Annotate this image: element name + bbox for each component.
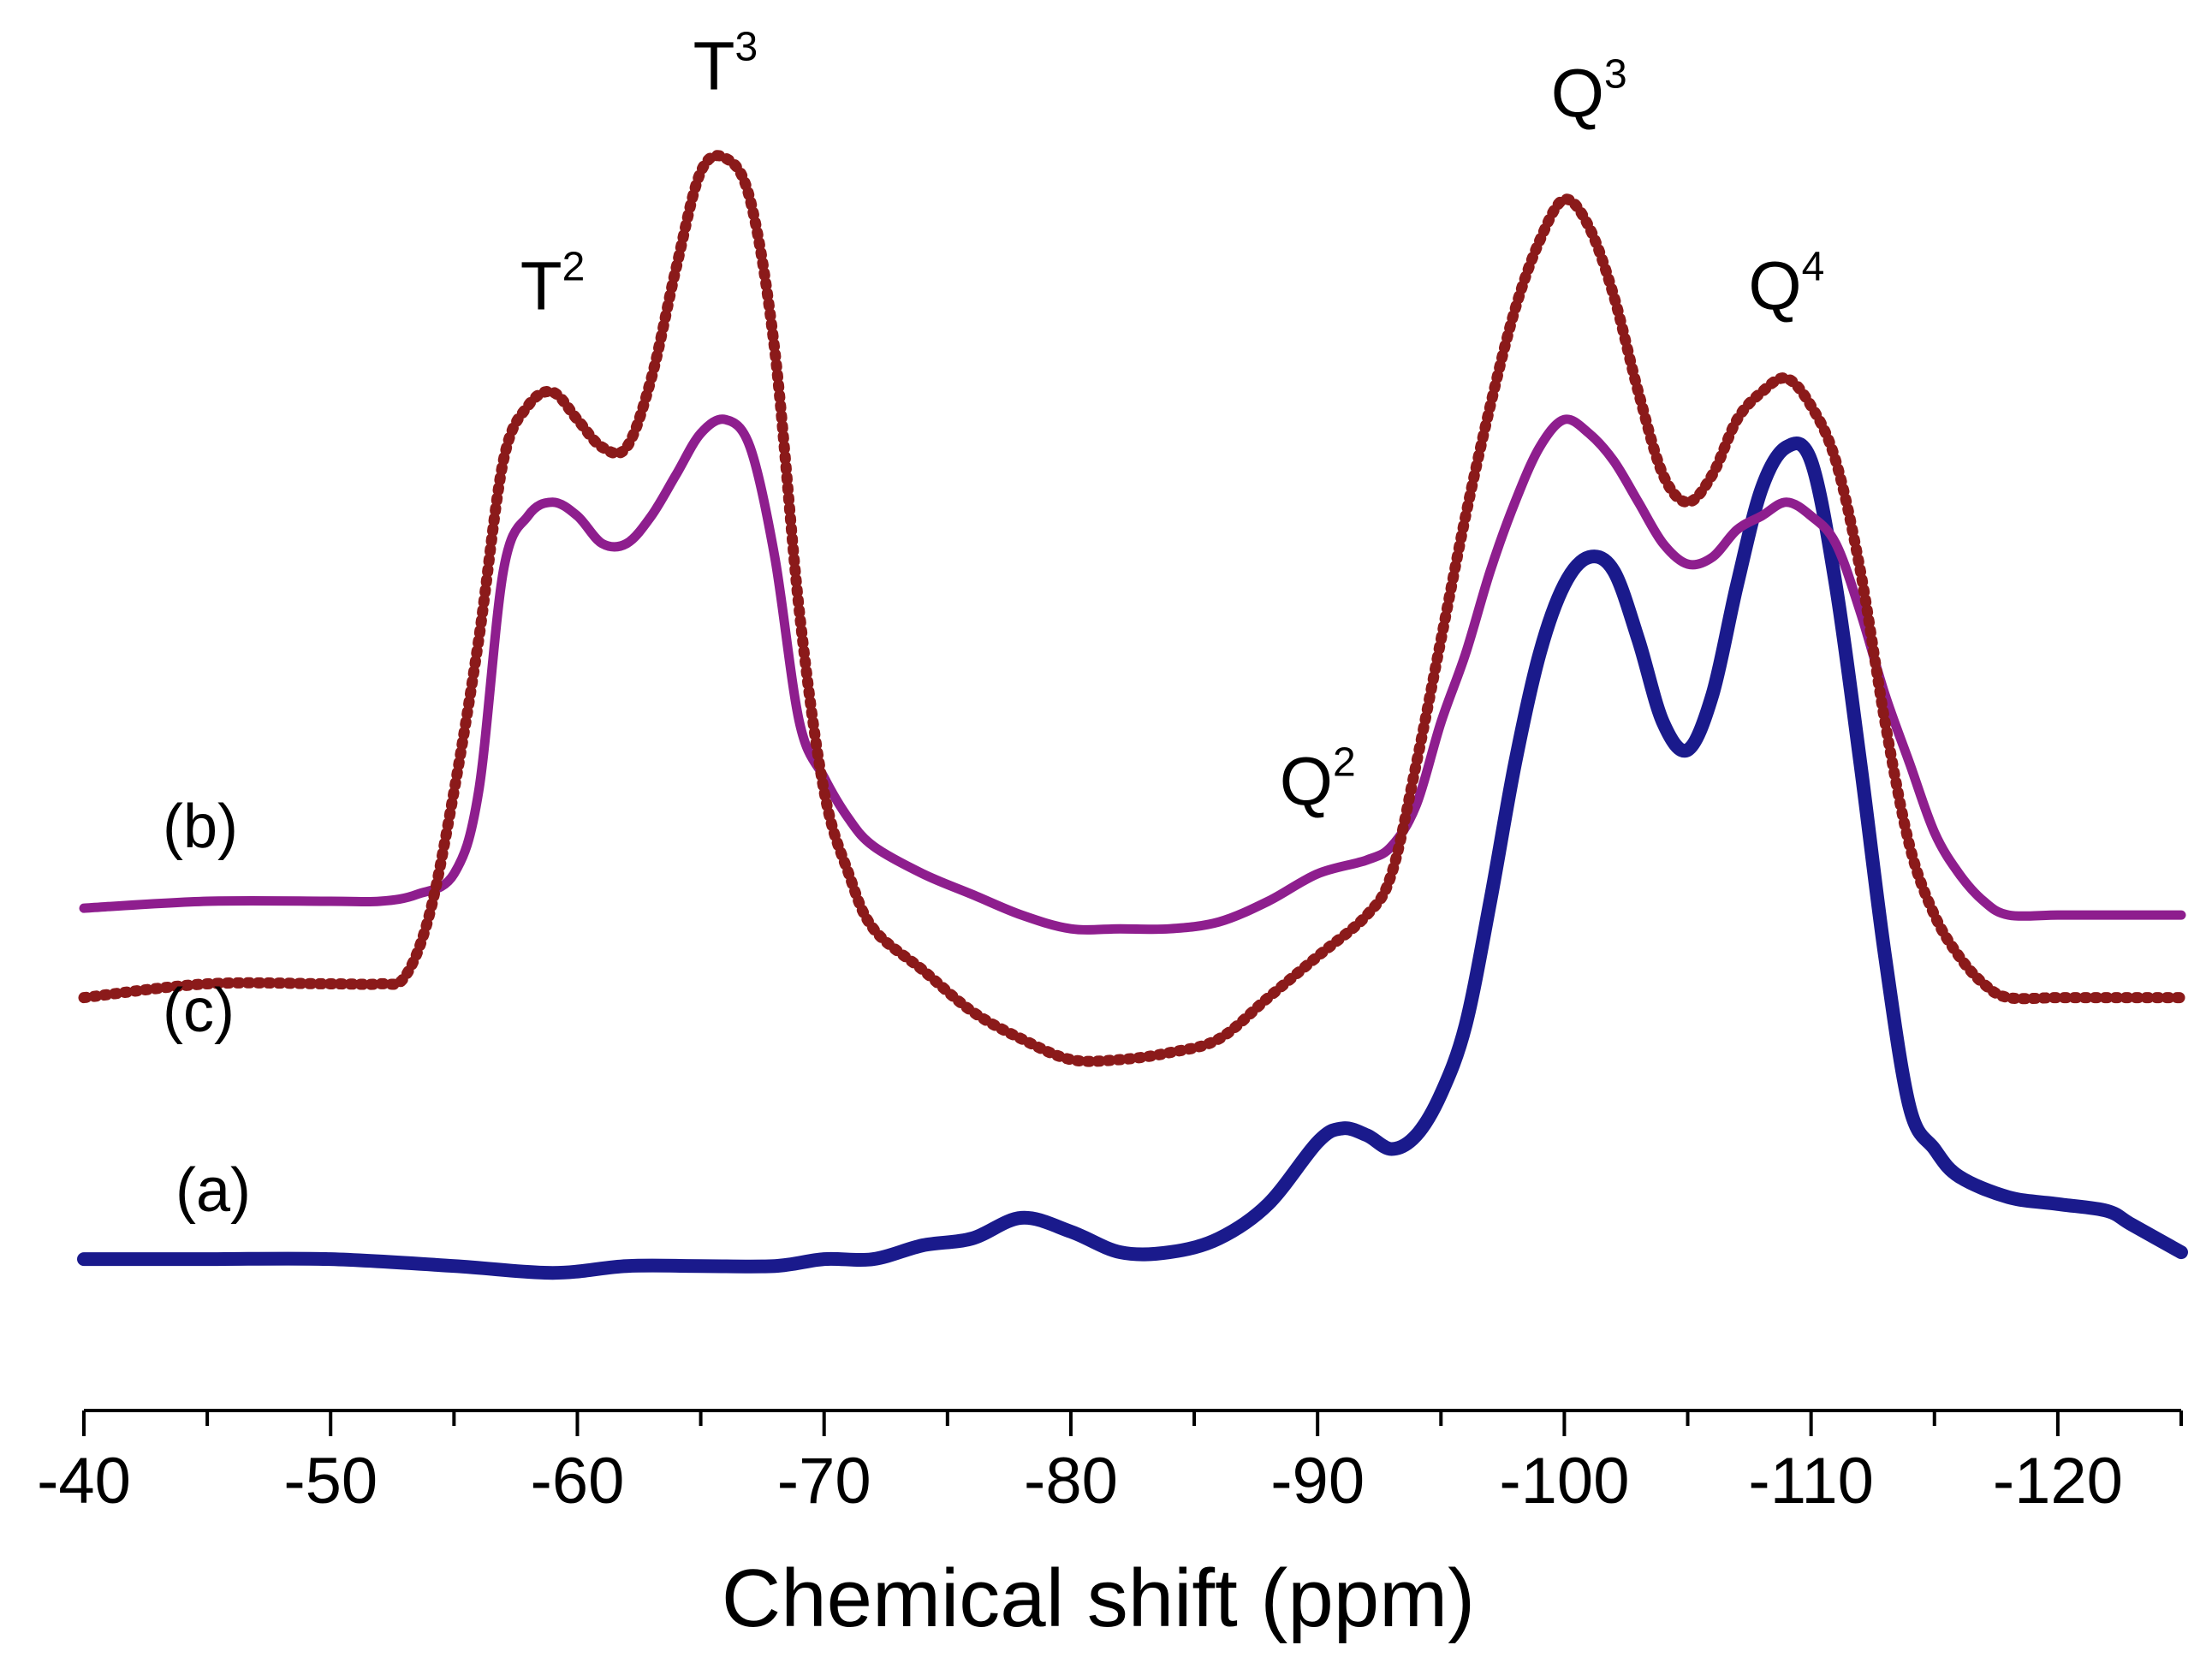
x-axis-title: Chemical shift (ppm) (722, 1553, 1475, 1644)
peak-annotation-sup: 3 (1604, 52, 1627, 98)
peak-annotation: T3 (693, 24, 758, 104)
x-tick-label: -100 (1499, 1445, 1629, 1517)
peak-annotation-base: Q (1551, 56, 1604, 132)
x-tick-label: -110 (1748, 1445, 1873, 1517)
curve-labels: (b) (c) (a) (163, 793, 251, 1225)
peak-annotation-base: T (693, 27, 735, 104)
peak-annotation-sup: 2 (562, 245, 586, 290)
x-tick-label: -70 (777, 1445, 871, 1517)
peak-annotation-sup: 2 (1333, 740, 1356, 786)
peak-annotation-base: T (520, 248, 562, 324)
x-tick-label: -80 (1024, 1445, 1118, 1517)
x-tick-label: -60 (531, 1445, 625, 1517)
peak-annotation: Q3 (1551, 52, 1627, 132)
peak-annotation: Q4 (1748, 245, 1824, 324)
x-axis: -40 -50 -60 -70 -80 -90 -100 -110 -120 (37, 1409, 2183, 1517)
peak-annotation-sup: 4 (1802, 245, 1825, 290)
series-2-curve (78, 150, 2187, 1067)
series-0-curve (77, 437, 2188, 1280)
spectrum-curves (77, 150, 2188, 1280)
peak-annotation-base: Q (1280, 744, 1333, 820)
x-tick-label: -120 (1993, 1445, 2123, 1517)
x-tick-label: -50 (283, 1445, 378, 1517)
curve-label: (c) (163, 977, 235, 1045)
peak-annotation: T2 (520, 245, 586, 324)
x-tick-label: -40 (37, 1445, 131, 1517)
curve-label: (a) (175, 1156, 251, 1225)
series-1-curve (79, 414, 2186, 935)
x-tick-label: -90 (1270, 1445, 1365, 1517)
peak-annotation-sup: 3 (734, 24, 758, 69)
peak-annotation: Q2 (1280, 740, 1356, 820)
peak-annotation-base: Q (1748, 248, 1801, 324)
curve-label: (b) (163, 793, 238, 861)
